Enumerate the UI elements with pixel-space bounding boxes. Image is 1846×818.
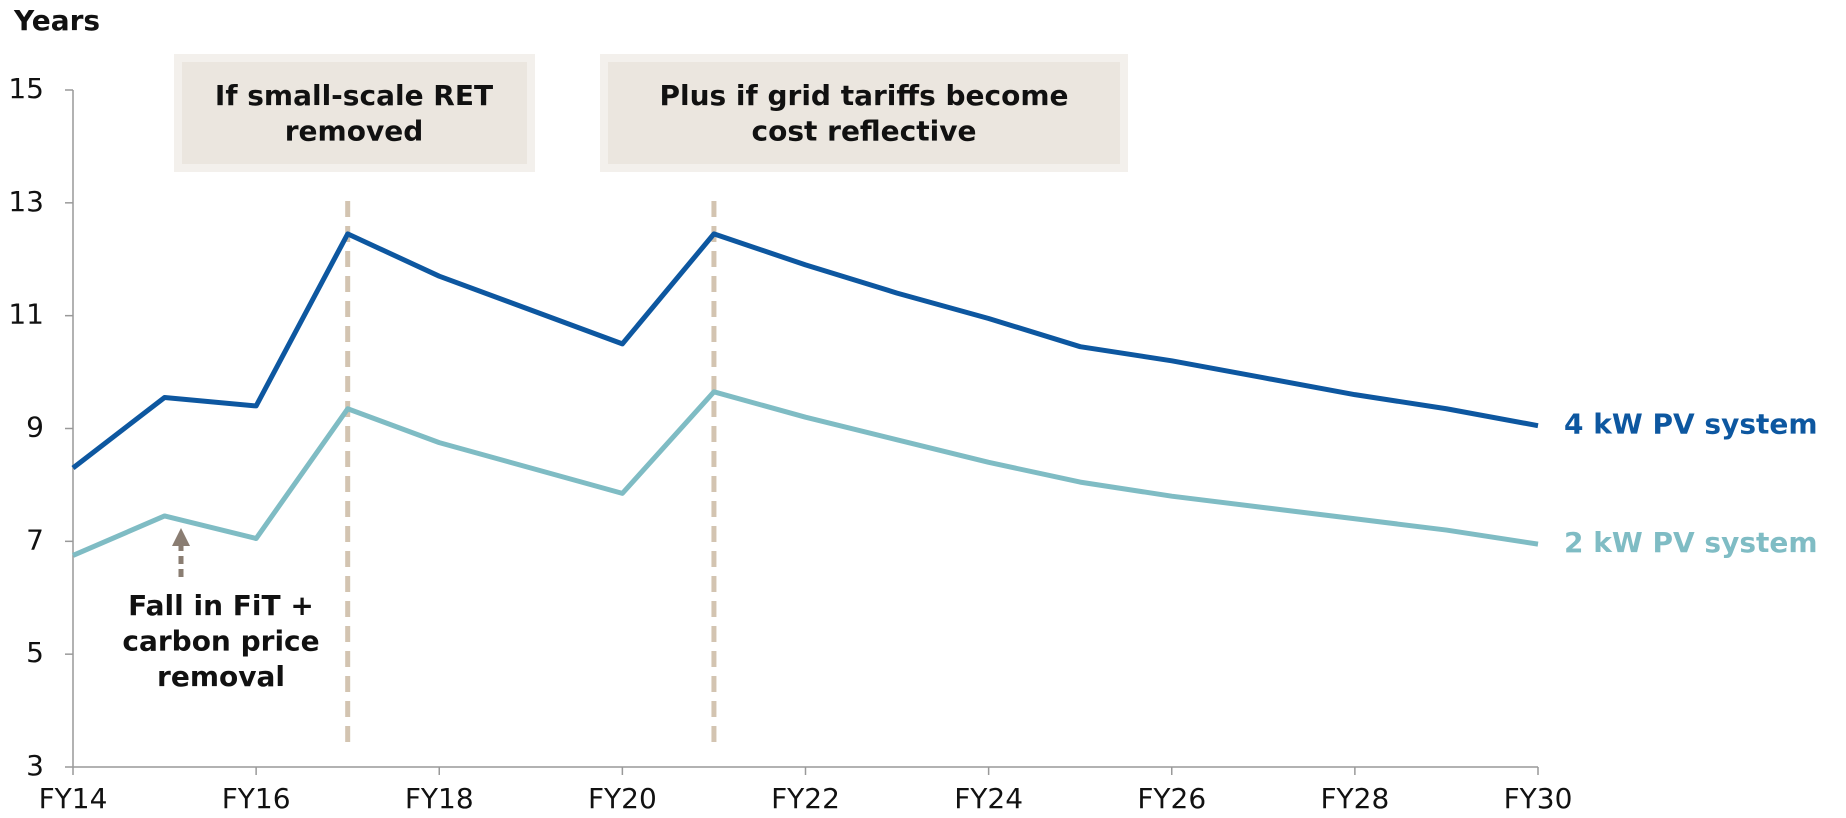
y-tick-label: 11 (8, 298, 44, 331)
annotation-text: removed (285, 115, 424, 148)
x-tick-label: FY28 (1320, 782, 1389, 815)
series-line (71, 231, 1539, 470)
x-tick-label: FY22 (771, 782, 840, 815)
x-tick-label: FY14 (39, 782, 108, 815)
annotation-text: Plus if grid tariffs become (659, 79, 1068, 112)
y-tick-label: 7 (26, 523, 44, 556)
annotation-text: carbon price (122, 625, 319, 658)
annotation-box-inner (182, 62, 527, 164)
annotation-text: removal (157, 660, 285, 693)
x-tick-label: FY30 (1504, 782, 1573, 815)
series-label: 4 kW PV system (1564, 408, 1818, 441)
x-tick-label: FY24 (954, 782, 1023, 815)
y-tick-label: 13 (8, 185, 44, 218)
x-tick-label: FY18 (405, 782, 474, 815)
y-tick-label: 5 (26, 636, 44, 669)
series-line (72, 389, 1539, 558)
y-axis-label: Years (13, 4, 100, 37)
annotation-text: Fall in FiT + (128, 589, 314, 622)
annotation-text: If small-scale RET (215, 79, 493, 112)
x-tick-label: FY16 (222, 782, 291, 815)
y-tick-label: 9 (26, 411, 44, 444)
annotation-box-inner (608, 62, 1120, 164)
y-tick-label: 3 (26, 749, 44, 782)
x-tick-label: FY26 (1137, 782, 1206, 815)
series-label: 2 kW PV system (1564, 526, 1818, 559)
y-tick-label: 15 (8, 72, 44, 105)
x-tick-label: FY20 (588, 782, 657, 815)
annotation-text: cost reflective (752, 115, 977, 148)
arrow-head (172, 528, 190, 546)
